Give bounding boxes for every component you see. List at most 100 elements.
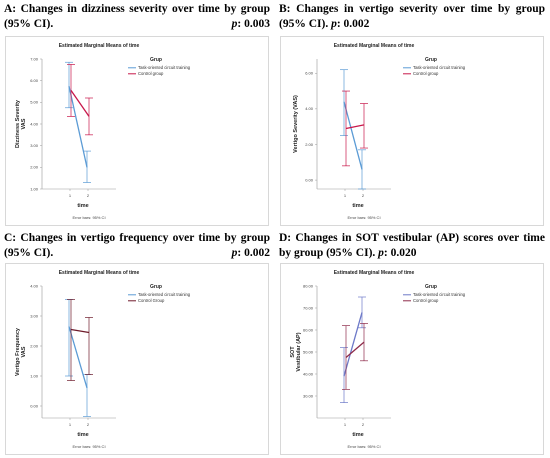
y-tick-label: 30.00	[303, 393, 314, 398]
y-tick-label: 40.00	[303, 371, 314, 376]
panel-a: A: Changes in dizziness severity over ti…	[0, 0, 275, 229]
panel-c-caption-text: C: Changes in vertigo frequency over tim…	[4, 232, 270, 259]
panel-d-caption: D: Changes in SOT vestibular (AP) scores…	[279, 231, 545, 261]
y-tick-label: 2.00	[30, 165, 39, 170]
legend-title: Grup	[150, 284, 162, 290]
series-line	[343, 312, 363, 377]
y-axis-label-line: Vertigo Severity (VAS)	[293, 95, 299, 153]
x-axis-label: time	[77, 203, 88, 209]
y-tick-label: 1.00	[30, 373, 39, 378]
series-line	[345, 341, 365, 358]
legend-entry: Control Group	[138, 298, 165, 303]
y-axis-label-line: Vestibular (AP)	[296, 332, 302, 371]
x-axis-label: time	[352, 432, 363, 438]
series-line	[70, 90, 90, 117]
panel-c-p-value: : 0.002	[237, 247, 270, 259]
y-tick-label: 2.00	[30, 343, 39, 348]
y-axis-label-line: Vertigo Frequency	[15, 327, 21, 376]
y-axis-label: SOTVestibular (AP)	[290, 332, 302, 371]
x-tick-label: 1	[69, 422, 72, 427]
chart-title: Estimated Marginal Means of time	[59, 270, 140, 276]
x-tick-label: 2	[362, 193, 365, 198]
legend-entry: Task-oriented circuit training	[138, 292, 191, 297]
panel-a-caption: A: Changes in dizziness severity over ti…	[4, 2, 270, 32]
y-tick-label: 5.00	[30, 100, 39, 105]
panel-b-caption: B: Changes in vertigo severity over time…	[279, 2, 545, 32]
x-tick-label: 2	[87, 422, 90, 427]
chart-c-frame: Estimated Marginal Means of time 0.00 1.00…	[5, 263, 269, 455]
legend-title: Grup	[425, 57, 437, 63]
y-tick-label: 4.00	[30, 121, 39, 126]
x-tick-label: 1	[344, 193, 347, 198]
x-tick-label: 1	[69, 193, 72, 198]
panel-b-p-label: p	[331, 18, 337, 30]
series-line	[68, 326, 88, 389]
y-tick-label: 3.00	[30, 143, 39, 148]
chart-d-frame: Estimated Marginal Means of time 30.00 40.…	[280, 263, 544, 455]
legend-entry: Control group	[413, 298, 439, 303]
footnote: Error bars: 95% CI	[72, 215, 105, 220]
legend-entry: Control group	[138, 71, 164, 76]
y-tick-label: 4.00	[305, 106, 314, 111]
panel-d: D: Changes in SOT vestibular (AP) scores…	[275, 229, 550, 458]
y-tick-label: 80.00	[303, 283, 314, 288]
chart-c-svg: Estimated Marginal Means of time 0.00 1.00…	[15, 270, 191, 449]
y-tick-label: 50.00	[303, 349, 314, 354]
series-line	[68, 85, 88, 168]
panel-b-caption-text: B: Changes in vertigo severity over time…	[279, 3, 545, 30]
x-tick-label: 1	[344, 422, 347, 427]
panel-d-p-value: : 0.020	[383, 247, 417, 259]
x-tick-label: 2	[362, 422, 365, 427]
y-tick-label: 3.00	[30, 313, 39, 318]
legend-title: Grup	[425, 284, 437, 290]
chart-d-svg: Estimated Marginal Means of time 30.00 40.…	[290, 270, 466, 449]
series-line	[345, 124, 365, 130]
y-tick-label: 7.00	[30, 56, 39, 61]
panel-d-caption-text: D: Changes in SOT vestibular (AP) scores…	[279, 232, 545, 259]
y-tick-label: 1.00	[30, 186, 39, 191]
y-axis-label: Vertigo FrequencyVAS	[15, 327, 27, 376]
y-axis-label-line: VAS	[21, 118, 27, 129]
legend-entry: Task-oriented circuit training	[413, 292, 466, 297]
y-axis-label-line: VAS	[21, 346, 27, 357]
panel-b: B: Changes in vertigo severity over time…	[275, 0, 550, 229]
y-tick-label: 4.00	[30, 283, 39, 288]
panel-a-caption-text: A: Changes in dizziness severity over ti…	[4, 3, 270, 30]
x-tick-label: 2	[87, 193, 90, 198]
chart-b-svg: Estimated Marginal Means of time 0.00 2.00…	[293, 43, 466, 220]
y-axis-label: Dizziness SeverityVAS	[15, 99, 27, 148]
y-tick-label: 70.00	[303, 305, 314, 310]
y-axis-label: Vertigo Severity (VAS)	[293, 95, 299, 153]
series-line	[343, 101, 363, 170]
chart-a-frame: Estimated Marginal Means of time 1.00 2.00…	[5, 36, 269, 226]
panel-d-p-label: p	[378, 247, 384, 259]
y-tick-label: 0.00	[30, 403, 39, 408]
legend-entry: Control group	[413, 71, 439, 76]
x-axis-label: time	[352, 203, 363, 209]
y-tick-label: 60.00	[303, 327, 314, 332]
chart-title: Estimated Marginal Means of time	[334, 270, 415, 276]
footnote: Error bars: 95% CI	[347, 444, 380, 449]
legend-entry: Task-oriented circuit training	[413, 65, 466, 70]
chart-a-svg: Estimated Marginal Means of time 1.00 2.00…	[15, 43, 191, 220]
panel-b-p-value: : 0.002	[336, 18, 370, 30]
series-line	[70, 328, 90, 334]
legend-title: Grup	[150, 57, 162, 63]
legend-entry: Task-oriented circuit training	[138, 65, 191, 70]
y-tick-label: 6.00	[30, 78, 39, 83]
panel-c-p-label: p	[231, 247, 238, 259]
y-axis-label-line: SOT	[290, 346, 296, 358]
panel-c-caption: C: Changes in vertigo frequency over tim…	[4, 231, 270, 261]
chart-b-frame: Estimated Marginal Means of time 0.00 2.00…	[280, 36, 544, 226]
y-tick-label: 2.00	[305, 142, 314, 147]
y-axis-label-line: Dizziness Severity	[15, 99, 21, 148]
panel-c: C: Changes in vertigo frequency over tim…	[0, 229, 275, 458]
footnote: Error bars: 95% CI	[347, 215, 380, 220]
y-tick-label: 6.00	[305, 71, 314, 76]
y-tick-label: 0.00	[305, 177, 314, 182]
x-axis-label: time	[77, 432, 88, 438]
chart-title: Estimated Marginal Means of time	[59, 43, 140, 49]
footnote: Error bars: 95% CI	[72, 444, 105, 449]
panel-a-p-value: : 0.003	[237, 18, 270, 30]
panel-a-p-label: p	[231, 18, 238, 30]
